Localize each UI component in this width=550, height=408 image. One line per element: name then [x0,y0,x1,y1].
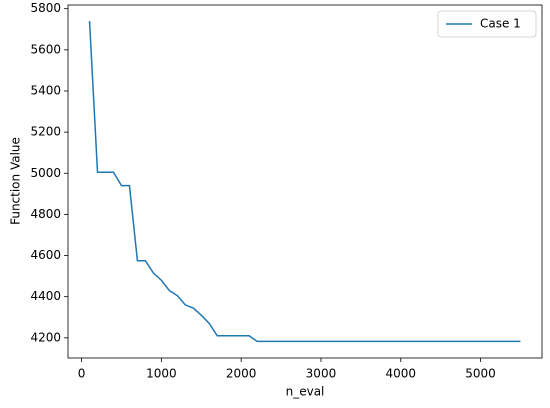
legend-label: Case 1 [480,17,521,31]
x-axis-label: n_eval [286,385,325,399]
y-tick-label: 4200 [30,330,61,344]
y-tick-label: 5800 [30,1,61,15]
x-tick-label: 1000 [146,367,177,381]
y-tick-label: 4600 [30,248,61,262]
y-tick-label: 5600 [30,42,61,56]
x-tick-label: 4000 [385,367,416,381]
x-tick-label: 5000 [465,367,496,381]
y-tick-label: 5000 [30,166,61,180]
y-tick-label: 5200 [30,125,61,139]
plot-frame [67,4,543,359]
x-tick-label: 0 [78,367,86,381]
x-tick-label: 2000 [226,367,257,381]
x-tick-label: 3000 [306,367,337,381]
y-tick-label: 4400 [30,289,61,303]
y-tick-label: 4800 [30,207,61,221]
y-axis-label: Function Value [9,137,23,225]
data-line [88,21,521,343]
legend-box [437,10,537,38]
y-tick-label: 5400 [30,83,61,97]
